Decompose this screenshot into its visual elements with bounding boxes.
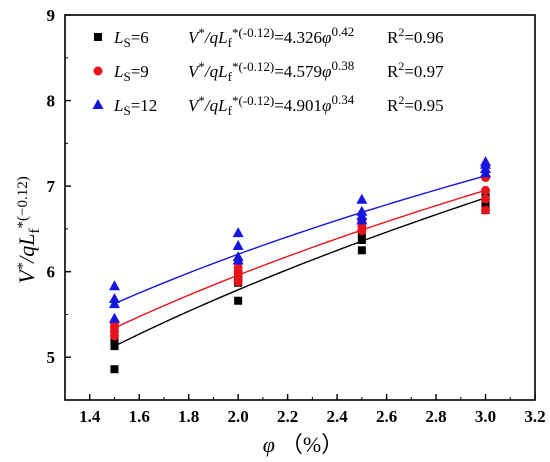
- legend-marker-3: [92, 99, 104, 109]
- legend-entry-ls9: LS=9 V*/qLf*(-0.12)=4.579φ0.38 R2=0.97: [93, 58, 444, 84]
- y-tick-label: 7: [47, 177, 56, 196]
- data-point-series-2: [481, 185, 491, 195]
- legend-entry-ls6: LS=6 V*/qLf*(-0.12)=4.326φ0.42 R2=0.96: [94, 24, 444, 50]
- data-points: [108, 156, 492, 374]
- data-point-series-1: [110, 365, 119, 374]
- legend-marker-2: [93, 66, 103, 76]
- x-tick-label: 3.2: [524, 407, 545, 426]
- fit-curve-1: [114, 197, 486, 347]
- x-tick-label: 3.0: [475, 407, 496, 426]
- y-axis-ticks: 5 6 7 8 9: [47, 6, 71, 401]
- x-tick-label: 1.8: [178, 407, 199, 426]
- x-tick-label: 1.6: [129, 407, 150, 426]
- x-axis-label: φ （%）: [263, 432, 344, 457]
- x-tick-label: 2.2: [277, 407, 298, 426]
- fit-curve-3: [114, 175, 486, 305]
- legend-series-name: LS=9: [113, 62, 149, 84]
- x-tick-label: 2.0: [228, 407, 249, 426]
- x-axis-label-unit: （%）: [281, 432, 343, 457]
- legend-equation: V*/qLf*(-0.12)=4.326φ0.42: [188, 24, 354, 50]
- x-axis-label-symbol: φ: [263, 432, 275, 457]
- data-point-series-3: [480, 156, 492, 167]
- data-point-series-3: [232, 227, 244, 238]
- fit-lines: [114, 175, 486, 347]
- legend-marker-1: [94, 33, 102, 41]
- data-point-series-1: [234, 296, 243, 305]
- legend-entry-ls12: LS=12 V*/qLf*(-0.12)=4.901φ0.34 R2=0.95: [92, 92, 444, 118]
- legend-equation: V*/qLf*(-0.12)=4.579φ0.38: [188, 58, 354, 84]
- x-axis-ticks: 1.4 1.6 1.8 2.0 2.2 2.4 2.6 2.8 3.0 3.2: [64, 394, 546, 426]
- x-tick-label: 2.8: [425, 407, 446, 426]
- legend-equation: V*/qLf*(-0.12)=4.901φ0.34: [188, 92, 355, 118]
- data-point-series-2: [233, 262, 243, 272]
- x-tick-label: 2.4: [326, 407, 348, 426]
- data-point-series-3: [356, 193, 368, 204]
- data-point-series-1: [357, 236, 366, 245]
- y-axis-label: V*/qLf*(−0.12): [14, 176, 43, 284]
- data-point-series-1: [110, 338, 119, 347]
- y-tick-label: 9: [47, 6, 56, 25]
- legend-r-squared: R2=0.95: [387, 93, 444, 115]
- x-tick-label: 2.6: [376, 407, 397, 426]
- data-point-series-3: [108, 298, 120, 309]
- y-tick-label: 6: [47, 263, 56, 282]
- data-point-series-3: [232, 240, 244, 250]
- legend-series-name: LS=12: [113, 96, 157, 118]
- data-point-series-3: [108, 293, 120, 304]
- legend-r-squared: R2=0.96: [387, 25, 444, 47]
- data-point-series-3: [356, 205, 368, 216]
- data-point-series-3: [108, 312, 120, 323]
- data-point-series-3: [232, 251, 244, 262]
- y-tick-label: 5: [47, 348, 56, 367]
- data-point-series-1: [357, 246, 366, 255]
- data-point-series-2: [481, 205, 491, 215]
- data-point-series-3: [108, 280, 120, 291]
- y-tick-label: 8: [47, 92, 56, 111]
- plot-frame: [64, 14, 536, 401]
- legend: LS=6 V*/qLf*(-0.12)=4.326φ0.42 R2=0.96 LS=…: [92, 24, 444, 118]
- fit-curve-2: [114, 189, 486, 329]
- legend-r-squared: R2=0.97: [387, 59, 444, 81]
- legend-series-name: LS=6: [113, 28, 149, 50]
- plot-border: [64, 14, 536, 401]
- x-tick-label: 1.4: [79, 407, 101, 426]
- data-point-series-2: [481, 194, 491, 204]
